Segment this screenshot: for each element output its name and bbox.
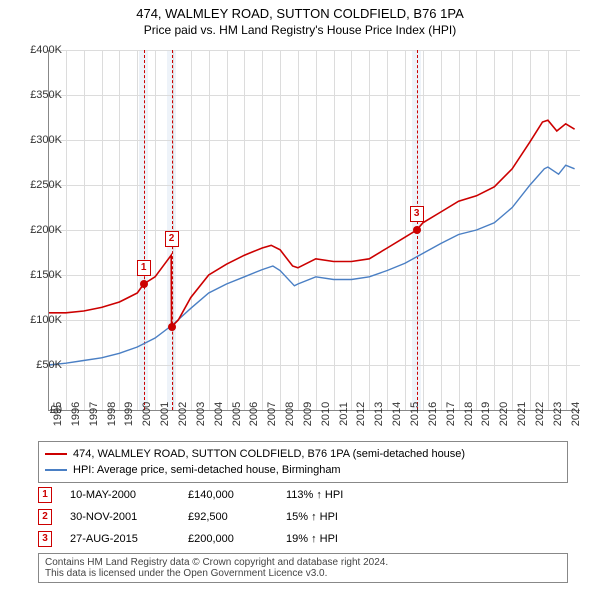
sale-date: 27-AUG-2015 (70, 528, 170, 550)
x-tick-label: 2015 (409, 402, 421, 426)
x-tick-label: 2016 (427, 402, 439, 426)
y-tick-label: £50K (36, 359, 62, 371)
footnote-line2: This data is licensed under the Open Gov… (45, 568, 561, 579)
x-tick-label: 2011 (338, 402, 350, 426)
property-line (48, 120, 575, 327)
sale-dot (140, 280, 148, 288)
sale-marker-box: 3 (410, 206, 424, 222)
x-tick-label: 2020 (498, 402, 510, 426)
sale-row: 2 30-NOV-2001 £92,500 15% ↑ HPI (38, 506, 568, 528)
sale-pct-vs-hpi: 19% ↑ HPI (286, 528, 338, 550)
hpi-line (48, 165, 575, 365)
sale-row-marker: 2 (38, 509, 52, 525)
sale-date: 30-NOV-2001 (70, 506, 170, 528)
x-tick-label: 2000 (141, 402, 153, 426)
x-tick-label: 2004 (213, 402, 225, 426)
x-tick-label: 2021 (516, 402, 528, 426)
sale-row: 1 10-MAY-2000 £140,000 113% ↑ HPI (38, 484, 568, 506)
sale-pct-vs-hpi: 15% ↑ HPI (286, 506, 338, 528)
sale-price: £200,000 (188, 528, 268, 550)
legend-row-hpi: HPI: Average price, semi-detached house,… (45, 462, 561, 478)
sale-dot (413, 226, 421, 234)
x-tick-label: 1998 (106, 402, 118, 426)
y-tick-label: £200K (30, 224, 62, 236)
x-tick-label: 2013 (373, 402, 385, 426)
x-tick-label: 2005 (231, 402, 243, 426)
page-title: 474, WALMLEY ROAD, SUTTON COLDFIELD, B76… (0, 0, 600, 21)
x-tick-label: 2022 (534, 402, 546, 426)
footnote-line1: Contains HM Land Registry data © Crown c… (45, 557, 561, 568)
sale-date: 10-MAY-2000 (70, 484, 170, 506)
x-tick-label: 1995 (52, 402, 64, 426)
x-tick-label: 2024 (570, 402, 582, 426)
y-tick-label: £350K (30, 89, 62, 101)
x-tick-label: 2019 (480, 402, 492, 426)
chart-plot-area: 12 3 (48, 50, 580, 410)
x-tick-label: 2018 (463, 402, 475, 426)
x-tick-label: 1996 (70, 402, 82, 426)
x-tick-label: 1997 (88, 402, 100, 426)
sale-dot (168, 323, 176, 331)
x-tick-label: 2010 (320, 402, 332, 426)
y-tick-label: £250K (30, 179, 62, 191)
x-tick-label: 2007 (266, 402, 278, 426)
x-tick-label: 2009 (302, 402, 314, 426)
sale-pct-vs-hpi: 113% ↑ HPI (286, 484, 343, 506)
x-tick-label: 1999 (123, 402, 135, 426)
x-tick-label: 2012 (355, 402, 367, 426)
line-series-svg (48, 50, 580, 410)
y-tick-label: £300K (30, 134, 62, 146)
x-tick-label: 2014 (391, 402, 403, 426)
legend-label-property: 474, WALMLEY ROAD, SUTTON COLDFIELD, B76… (73, 446, 465, 462)
footnote-box: Contains HM Land Registry data © Crown c… (38, 553, 568, 583)
y-tick-label: £150K (30, 269, 62, 281)
x-tick-label: 2023 (552, 402, 564, 426)
sale-row-marker: 1 (38, 487, 52, 503)
page-subtitle: Price paid vs. HM Land Registry's House … (0, 21, 600, 37)
legend-label-hpi: HPI: Average price, semi-detached house,… (73, 462, 341, 478)
y-tick-label: £400K (30, 44, 62, 56)
sale-marker-box: 2 (165, 231, 179, 247)
legend-box: 474, WALMLEY ROAD, SUTTON COLDFIELD, B76… (38, 441, 568, 483)
x-tick-label: 2003 (195, 402, 207, 426)
x-tick-label: 2008 (284, 402, 296, 426)
legend-swatch-blue (45, 469, 67, 471)
x-tick-label: 2006 (248, 402, 260, 426)
x-tick-label: 2001 (159, 402, 171, 426)
sale-row-marker: 3 (38, 531, 52, 547)
sale-marker-box: 1 (137, 260, 151, 276)
sale-row: 3 27-AUG-2015 £200,000 19% ↑ HPI (38, 528, 568, 550)
x-tick-label: 2002 (177, 402, 189, 426)
legend-row-property: 474, WALMLEY ROAD, SUTTON COLDFIELD, B76… (45, 446, 561, 462)
sale-price: £92,500 (188, 506, 268, 528)
y-tick-label: £100K (30, 314, 62, 326)
sale-price: £140,000 (188, 484, 268, 506)
sales-list: 1 10-MAY-2000 £140,000 113% ↑ HPI 2 30-NOV-20… (38, 484, 568, 550)
x-tick-label: 2017 (445, 402, 457, 426)
legend-swatch-red (45, 453, 67, 455)
